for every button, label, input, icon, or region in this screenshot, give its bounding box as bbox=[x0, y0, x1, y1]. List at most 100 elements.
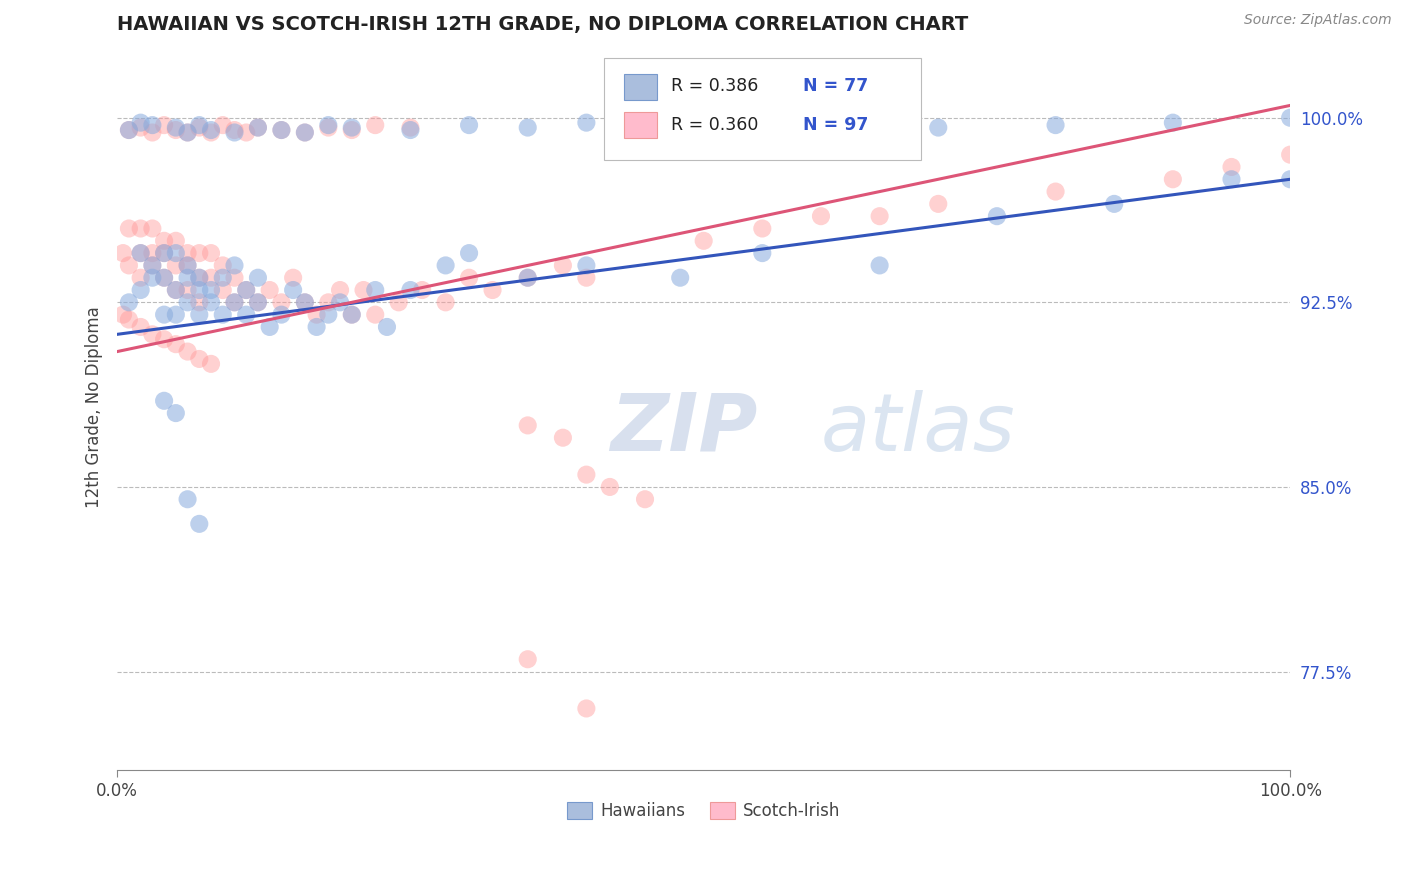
Point bbox=[153, 118, 176, 132]
Point bbox=[176, 246, 198, 260]
Point bbox=[281, 283, 304, 297]
Point bbox=[669, 270, 692, 285]
Point bbox=[294, 126, 316, 140]
Point bbox=[399, 120, 422, 135]
Point bbox=[188, 270, 211, 285]
Point bbox=[329, 283, 352, 297]
Point bbox=[211, 259, 233, 273]
Point bbox=[224, 295, 246, 310]
Point bbox=[1220, 160, 1243, 174]
Point bbox=[188, 351, 211, 366]
Text: Source: ZipAtlas.com: Source: ZipAtlas.com bbox=[1244, 13, 1392, 28]
Point bbox=[224, 295, 246, 310]
Point bbox=[364, 283, 387, 297]
Point bbox=[129, 221, 152, 235]
Point bbox=[294, 126, 316, 140]
Point bbox=[176, 295, 198, 310]
Point bbox=[211, 270, 233, 285]
Point bbox=[1220, 172, 1243, 186]
Point bbox=[516, 120, 538, 135]
Point bbox=[165, 234, 187, 248]
Point bbox=[165, 120, 187, 135]
Point bbox=[153, 270, 176, 285]
Point bbox=[165, 246, 187, 260]
Point bbox=[200, 246, 222, 260]
Point bbox=[751, 246, 773, 260]
Point bbox=[153, 393, 176, 408]
Point bbox=[1102, 197, 1125, 211]
Point bbox=[411, 283, 433, 297]
Point bbox=[118, 221, 141, 235]
Point bbox=[1279, 147, 1302, 161]
Point bbox=[224, 259, 246, 273]
Point bbox=[129, 270, 152, 285]
Text: R = 0.386: R = 0.386 bbox=[671, 77, 758, 95]
Point bbox=[224, 270, 246, 285]
Point bbox=[364, 308, 387, 322]
Point bbox=[810, 118, 832, 132]
Point bbox=[364, 118, 387, 132]
Point bbox=[318, 295, 340, 310]
Point bbox=[434, 295, 457, 310]
Point bbox=[235, 283, 257, 297]
Point bbox=[751, 221, 773, 235]
Point bbox=[575, 467, 598, 482]
Point bbox=[294, 295, 316, 310]
Point bbox=[869, 259, 891, 273]
Point bbox=[188, 246, 211, 260]
Point bbox=[986, 209, 1008, 223]
Point bbox=[869, 209, 891, 223]
Point bbox=[235, 126, 257, 140]
Point bbox=[165, 283, 187, 297]
Point bbox=[235, 308, 257, 322]
Point bbox=[927, 120, 949, 135]
Point bbox=[340, 308, 363, 322]
Point bbox=[141, 259, 163, 273]
Point bbox=[1279, 111, 1302, 125]
Point bbox=[318, 120, 340, 135]
Point bbox=[141, 246, 163, 260]
Point bbox=[176, 126, 198, 140]
Point bbox=[200, 126, 222, 140]
Point bbox=[188, 516, 211, 531]
Point bbox=[259, 283, 281, 297]
Point bbox=[551, 431, 574, 445]
Point bbox=[141, 118, 163, 132]
Point bbox=[1161, 172, 1184, 186]
Point bbox=[112, 246, 135, 260]
Point bbox=[1279, 172, 1302, 186]
Y-axis label: 12th Grade, No Diploma: 12th Grade, No Diploma bbox=[86, 306, 103, 508]
Point bbox=[434, 259, 457, 273]
Point bbox=[575, 116, 598, 130]
Point bbox=[270, 308, 292, 322]
Point bbox=[224, 126, 246, 140]
Point bbox=[165, 259, 187, 273]
Text: N = 97: N = 97 bbox=[803, 116, 869, 134]
Point bbox=[246, 270, 269, 285]
Point bbox=[270, 295, 292, 310]
Point bbox=[176, 259, 198, 273]
Point bbox=[692, 116, 714, 130]
Point bbox=[200, 357, 222, 371]
Point bbox=[340, 123, 363, 137]
Point bbox=[458, 270, 481, 285]
Point bbox=[516, 270, 538, 285]
Point bbox=[153, 246, 176, 260]
Point bbox=[165, 308, 187, 322]
Point bbox=[153, 270, 176, 285]
Point bbox=[224, 123, 246, 137]
Point bbox=[211, 283, 233, 297]
Point bbox=[340, 120, 363, 135]
Point bbox=[270, 123, 292, 137]
Point bbox=[305, 320, 328, 334]
Point bbox=[188, 118, 211, 132]
Point bbox=[294, 295, 316, 310]
Point bbox=[153, 332, 176, 346]
Point bbox=[692, 800, 714, 814]
Point bbox=[692, 234, 714, 248]
Point bbox=[153, 308, 176, 322]
Point bbox=[141, 221, 163, 235]
Point bbox=[176, 259, 198, 273]
Point bbox=[188, 308, 211, 322]
Point bbox=[246, 120, 269, 135]
